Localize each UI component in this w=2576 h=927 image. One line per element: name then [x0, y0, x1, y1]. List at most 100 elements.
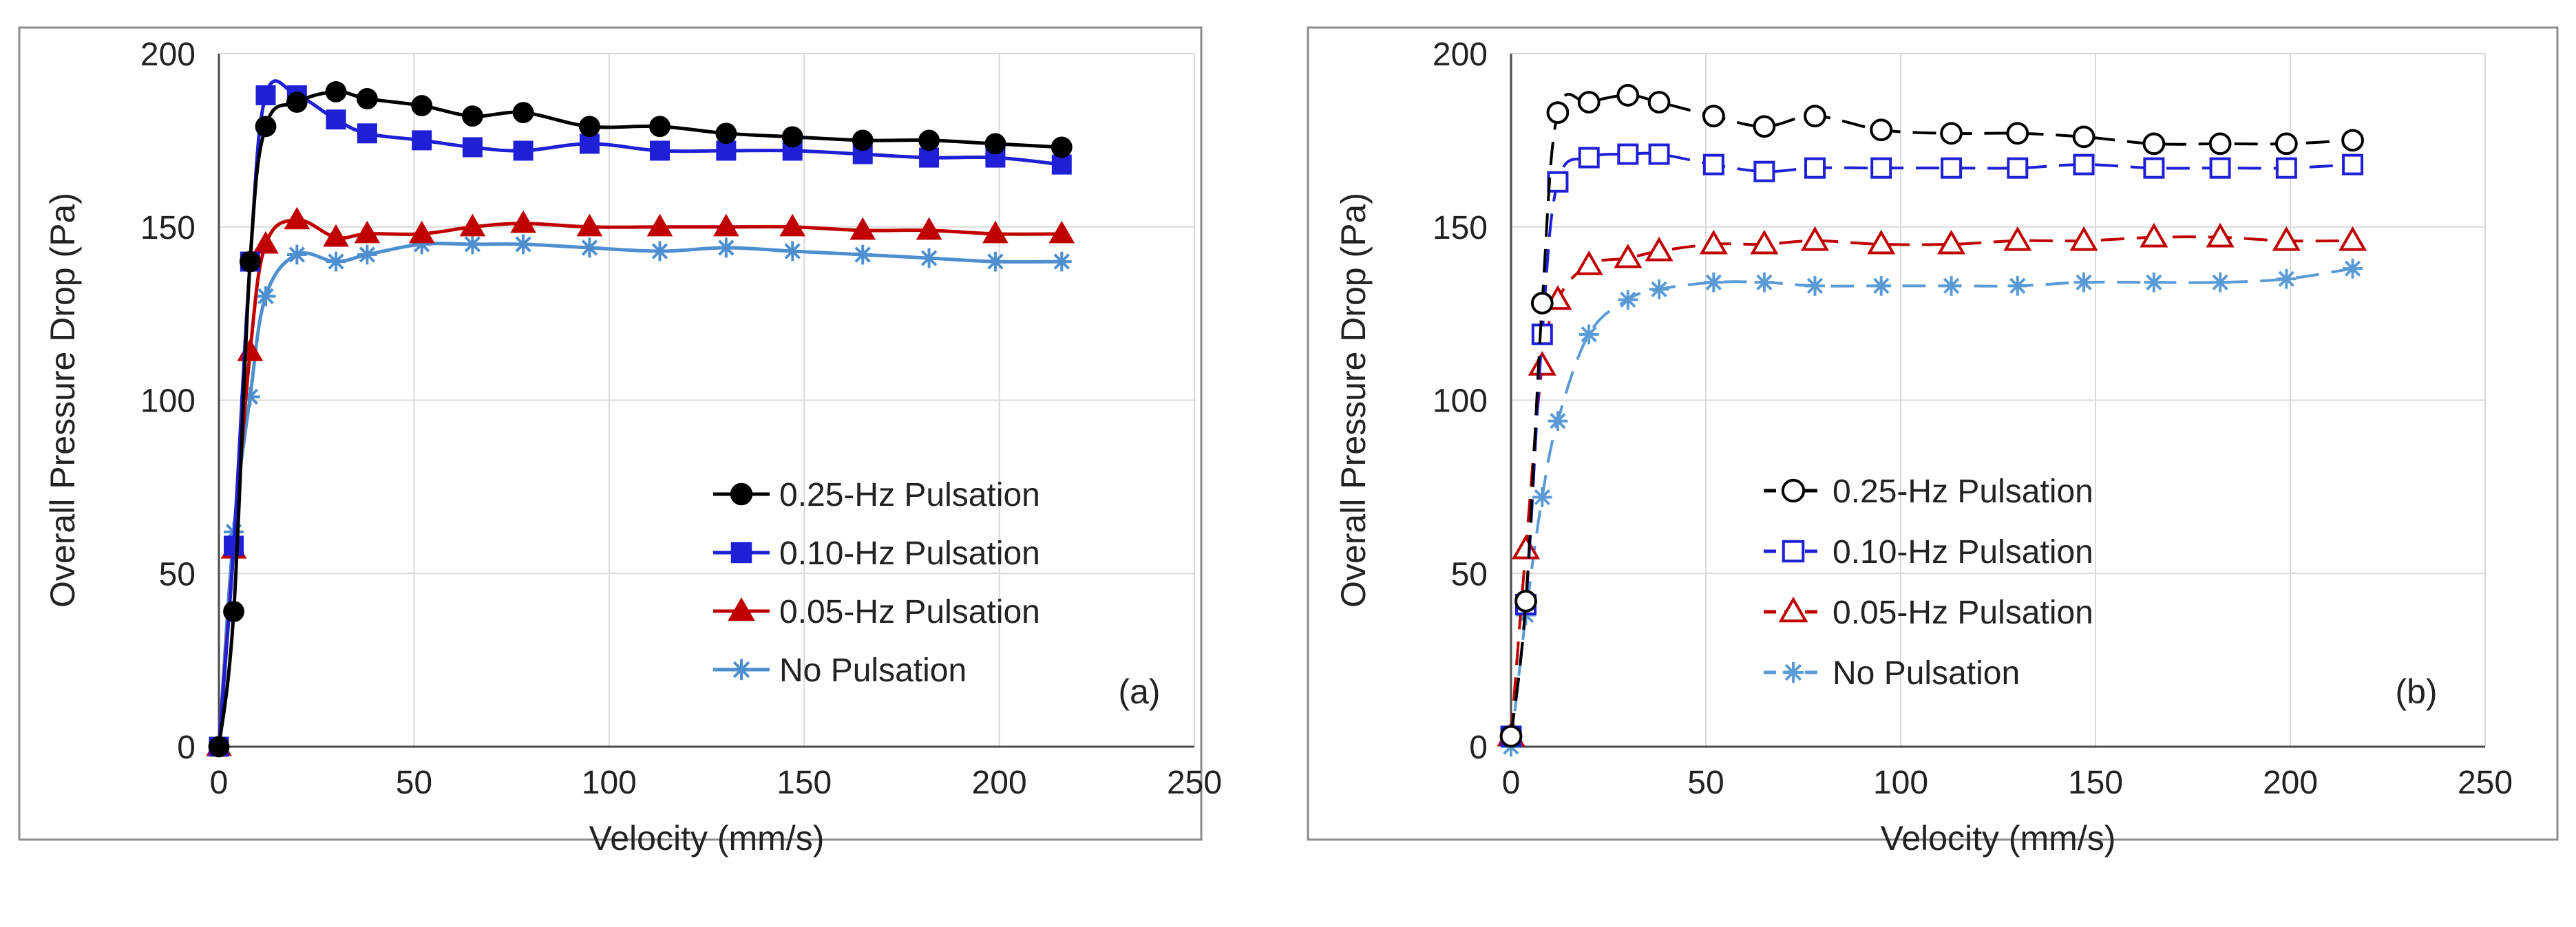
x-tick-label: 0 [1502, 765, 1521, 801]
data-point [1579, 324, 1599, 345]
data-point [459, 213, 486, 237]
data-point [1754, 272, 1775, 292]
data-point [782, 241, 803, 262]
y-tick-label: 50 [1451, 556, 1488, 593]
data-point [412, 130, 432, 151]
data-point [646, 213, 673, 237]
y-tick-label: 0 [177, 729, 196, 766]
data-point [1614, 243, 1643, 268]
series-line [217, 89, 1062, 747]
data-point [1753, 115, 1776, 138]
data-point [985, 251, 1006, 272]
y-tick-label: 150 [140, 210, 196, 246]
y-tick-label: 0 [1469, 729, 1488, 766]
data-point [1649, 279, 1669, 299]
data-point [2006, 122, 2029, 145]
data-point [237, 338, 264, 361]
data-point [1577, 91, 1601, 114]
data-point [356, 88, 378, 109]
data-point [240, 387, 260, 407]
data-point [2140, 222, 2168, 248]
data-point [2007, 157, 2029, 179]
data-point [1800, 226, 1830, 251]
y-tick-label: 200 [1433, 36, 1488, 73]
data-point [849, 217, 876, 240]
data-point [919, 147, 940, 168]
legend-label: No Pulsation [1833, 655, 2020, 692]
data-point [2209, 157, 2231, 179]
data-point [1531, 323, 1553, 345]
x-tick-label: 50 [396, 765, 432, 801]
legend-label: 0.05-Hz Pulsation [1833, 595, 2093, 631]
series-0-25-hz-pulsation [208, 81, 1073, 758]
data-point [2208, 132, 2232, 156]
data-point [2144, 272, 2164, 292]
legend-label: 0.25-Hz Pulsation [779, 477, 1040, 513]
data-point [1051, 154, 1072, 175]
chart-frame [1307, 26, 2559, 841]
data-point [650, 241, 670, 262]
data-point [255, 85, 276, 105]
data-point [2206, 222, 2235, 248]
data-point [1578, 147, 1600, 169]
data-point [1546, 101, 1570, 124]
data-point [463, 234, 483, 255]
y-tick-label: 200 [140, 36, 196, 73]
series-0-10-hz-pulsation [1500, 143, 2364, 747]
data-point [2210, 272, 2230, 292]
data-point [2073, 153, 2095, 175]
data-point [1867, 229, 1896, 255]
data-point [1051, 136, 1073, 158]
data-point [580, 237, 600, 258]
data-point [2003, 226, 2032, 251]
x-tick-label: 250 [2458, 765, 2513, 801]
data-point [984, 133, 1006, 155]
legend-marker [1782, 661, 1804, 683]
data-point [852, 244, 873, 265]
data-point [326, 109, 346, 130]
data-point [223, 601, 244, 623]
data-point [576, 213, 603, 237]
data-point [1648, 143, 1670, 165]
data-point [357, 123, 377, 144]
data-point [916, 217, 942, 240]
data-point [1530, 292, 1554, 315]
data-point [2342, 153, 2364, 175]
data-point [2272, 226, 2301, 251]
data-point [1048, 220, 1075, 244]
data-point [2073, 272, 2094, 292]
x-tick-label: 0 [210, 765, 229, 801]
data-point [985, 147, 1006, 168]
data-point [462, 105, 483, 127]
data-point [239, 251, 261, 273]
data-point [411, 95, 433, 116]
data-point [716, 237, 737, 258]
data-point [1645, 236, 1674, 262]
data-point [1616, 84, 1640, 107]
data-point [412, 234, 432, 255]
data-point [1499, 725, 1523, 748]
data-point [408, 220, 435, 244]
data-point [253, 231, 279, 254]
chart-frame [18, 26, 1203, 841]
series-0-05-hz-pulsation [206, 206, 1075, 756]
data-point [208, 736, 230, 758]
data-point [1804, 157, 1826, 179]
series-line [1510, 92, 2353, 737]
x-tick-label: 50 [1687, 765, 1724, 801]
chart-b: 0 50 100 150 200 0 50 100 150 200 250 Velocity (mm/… [1307, 26, 2559, 857]
data-point [715, 122, 737, 145]
data-point [2343, 258, 2363, 279]
legend: 0.25-Hz Pulsation 0.10-Hz Pulsation 0.05-H… [1764, 473, 2093, 692]
x-tick-label: 200 [2263, 765, 2318, 801]
data-point [2007, 275, 2028, 296]
y-tick-label: 150 [1433, 210, 1488, 246]
data-point [286, 92, 308, 113]
y-tick-label: 100 [1433, 383, 1488, 420]
data-point [1703, 272, 1724, 292]
data-point [1617, 143, 1639, 165]
legend-marker [730, 482, 753, 506]
data-point [512, 102, 534, 123]
x-axis-title: Velocity (mm/s) [1881, 819, 2116, 857]
